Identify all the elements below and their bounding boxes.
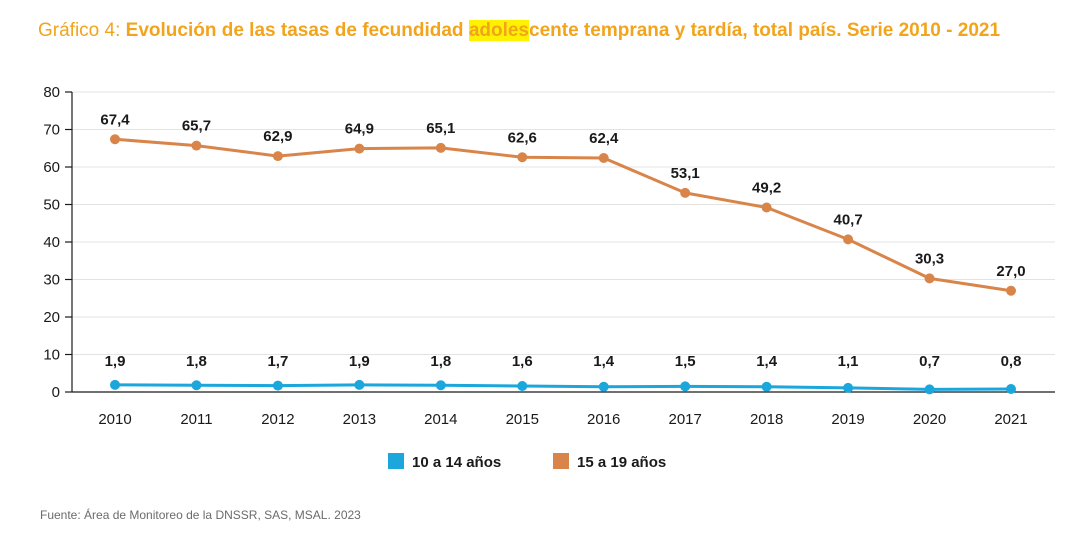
y-tick-label: 0 bbox=[52, 384, 60, 401]
data-point bbox=[680, 187, 691, 198]
x-tick-label: 2013 bbox=[343, 411, 376, 428]
data-point bbox=[191, 140, 202, 151]
data-label: 1,9 bbox=[105, 353, 126, 370]
data-point bbox=[843, 382, 854, 393]
data-point bbox=[110, 379, 120, 390]
data-label: 1,5 bbox=[675, 353, 696, 370]
data-point bbox=[435, 380, 446, 391]
data-point bbox=[191, 380, 202, 391]
source-note: Fuente: Área de Monitoreo de la DNSSR, S… bbox=[40, 508, 361, 522]
x-tick-label: 2017 bbox=[668, 411, 701, 428]
data-label: 30,3 bbox=[915, 250, 944, 267]
data-point bbox=[272, 380, 283, 391]
legend-label: 15 a 19 años bbox=[577, 454, 666, 471]
y-tick-label: 10 bbox=[43, 347, 60, 364]
x-tick-label: 2019 bbox=[831, 411, 864, 428]
y-tick-label: 40 bbox=[43, 234, 60, 251]
data-label: 62,4 bbox=[589, 130, 619, 147]
data-point bbox=[598, 381, 609, 392]
y-tick-label: 20 bbox=[43, 309, 60, 326]
x-tick-label: 2012 bbox=[261, 411, 294, 428]
data-point bbox=[435, 142, 446, 153]
data-point bbox=[1006, 285, 1016, 296]
data-point bbox=[1006, 384, 1016, 394]
data-label: 1,8 bbox=[430, 353, 451, 370]
y-tick-label: 60 bbox=[43, 159, 60, 176]
data-label: 62,6 bbox=[508, 129, 537, 146]
data-point bbox=[761, 202, 772, 213]
data-point bbox=[517, 381, 528, 391]
series-line-1 bbox=[114, 137, 1012, 293]
data-point bbox=[598, 153, 609, 163]
x-axis-ticks: 2010 2011 2012 2013 2014 2015 2016 2017 2018 2019… bbox=[98, 411, 1027, 428]
data-label: 0,8 bbox=[1001, 353, 1022, 370]
data-label: 62,9 bbox=[263, 128, 292, 145]
y-tick-label: 30 bbox=[43, 272, 60, 289]
data-label: 1,4 bbox=[593, 353, 615, 370]
data-point bbox=[680, 381, 691, 392]
data-point bbox=[924, 384, 935, 395]
data-label: 64,9 bbox=[345, 121, 374, 138]
data-label: 27,0 bbox=[996, 263, 1025, 280]
data-point bbox=[272, 151, 283, 162]
x-tick-label: 2015 bbox=[506, 411, 539, 428]
data-label: 1,1 bbox=[838, 353, 859, 370]
data-label: 53,1 bbox=[671, 165, 700, 182]
series-points bbox=[110, 134, 1016, 395]
chart-title-part2: cente temprana y tardía, total país. Ser… bbox=[529, 20, 1001, 41]
data-point bbox=[924, 273, 935, 284]
x-tick-label: 2020 bbox=[913, 411, 946, 428]
x-tick-label: 2021 bbox=[994, 411, 1027, 428]
x-tick-label: 2014 bbox=[424, 411, 457, 428]
data-point bbox=[761, 381, 772, 392]
y-axis-ticks: 0 10 20 30 40 50 60 70 80 bbox=[43, 84, 72, 401]
data-point bbox=[354, 379, 365, 390]
chart-title: Gráfico 4: Evolución de las tasas de fec… bbox=[38, 20, 1000, 42]
legend-swatch bbox=[553, 453, 569, 469]
chart-grid bbox=[72, 91, 1055, 355]
data-point bbox=[354, 143, 365, 154]
data-label: 49,2 bbox=[752, 180, 781, 197]
y-tick-label: 70 bbox=[43, 122, 60, 139]
data-label: 40,7 bbox=[833, 211, 862, 228]
chart-title-highlight: adoles bbox=[468, 20, 530, 41]
data-label: 65,1 bbox=[426, 120, 455, 137]
data-point bbox=[517, 152, 528, 163]
data-labels: 1,9 1,8 1,7 1,9 1,8 1,6 1,4 1,5 1,4 1,1 0,7 0,8 67,4… bbox=[100, 111, 1025, 370]
series-line-0 bbox=[114, 383, 1012, 391]
legend-swatch bbox=[388, 453, 404, 469]
data-label: 1,6 bbox=[512, 353, 533, 370]
data-label: 67,4 bbox=[100, 111, 130, 128]
x-tick-label: 2010 bbox=[98, 411, 131, 428]
data-label: 1,7 bbox=[267, 353, 288, 370]
data-label: 65,7 bbox=[182, 118, 211, 135]
data-point bbox=[843, 234, 854, 245]
data-label: 1,8 bbox=[186, 353, 207, 370]
series-lines bbox=[114, 137, 1012, 391]
data-point bbox=[110, 134, 120, 145]
x-tick-label: 2011 bbox=[180, 411, 212, 428]
data-label: 1,9 bbox=[349, 353, 370, 370]
legend-label: 10 a 14 años bbox=[412, 454, 501, 471]
chart-title-part1: Evolución de las tasas de fecundidad bbox=[125, 20, 469, 41]
x-tick-label: 2016 bbox=[587, 411, 620, 428]
data-label: 0,7 bbox=[919, 353, 940, 370]
legend: 10 a 14 años 15 a 19 años bbox=[388, 453, 666, 471]
x-tick-label: 2018 bbox=[750, 411, 783, 428]
data-label: 1,4 bbox=[756, 353, 778, 370]
y-tick-label: 80 bbox=[43, 84, 60, 101]
chart-title-prefix: Gráfico 4: bbox=[38, 20, 126, 41]
y-tick-label: 50 bbox=[43, 197, 60, 214]
